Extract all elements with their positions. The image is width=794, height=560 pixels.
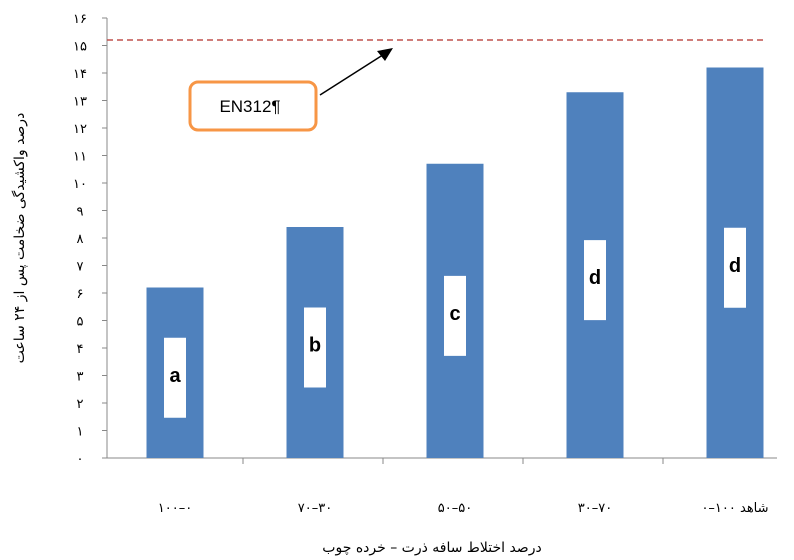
y-tick-label: ۱۳ bbox=[73, 95, 87, 110]
group-letter-label: b bbox=[309, 335, 321, 357]
x-ticks: ۱۰۰–۰ ۷۰–۳۰ ۵۰–۵۰ ۳۰–۷۰ شاهد ۱۰۰–۰ bbox=[158, 458, 769, 516]
y-tick-label: ۱۵ bbox=[73, 40, 87, 55]
reference-callout: EN312¶ bbox=[188, 48, 393, 132]
group-letter-label: d bbox=[729, 255, 741, 277]
y-tick-label: ۱ bbox=[77, 425, 84, 440]
callout-box bbox=[188, 80, 318, 132]
x-tick-label: ۱۰۰–۰ bbox=[158, 501, 192, 516]
group-letter-box bbox=[724, 227, 746, 308]
y-tick-label: ۴ bbox=[77, 342, 84, 357]
y-tick-label: ۱۲ bbox=[73, 122, 87, 137]
y-tick-label: ۵ bbox=[77, 315, 84, 330]
x-tick-label: ۵۰–۵۰ bbox=[438, 501, 472, 516]
y-tick-label: ۳ bbox=[77, 370, 84, 385]
x-tick-label: ۷۰–۳۰ bbox=[298, 501, 332, 516]
y-tick-label: ۲ bbox=[77, 397, 84, 412]
y-tick-label: ۱۰ bbox=[73, 177, 87, 192]
reference-label: EN312¶ bbox=[219, 97, 280, 116]
group-letter-box bbox=[304, 307, 326, 388]
x-axis-title: درصد اختلاط سافه ذرت – خرده چوب bbox=[322, 540, 541, 556]
callout-arrow bbox=[319, 52, 387, 96]
group-letter-box bbox=[164, 337, 186, 418]
group-letter-box bbox=[584, 240, 606, 321]
y-tick-label: ۹ bbox=[77, 205, 84, 220]
callout-arrowhead bbox=[377, 48, 393, 61]
y-axis-title: درصد واکشیدگی ضخامت پس از ۲۴ ساعت bbox=[11, 113, 28, 364]
bars: a b c d d bbox=[146, 67, 764, 458]
y-tick-label: ۰ bbox=[77, 452, 84, 467]
y-tick-label: ۱۴ bbox=[73, 67, 87, 82]
x-tick-label: شاهد ۱۰۰–۰ bbox=[701, 501, 768, 516]
group-letter-label: c bbox=[449, 303, 460, 325]
y-tick-label: ۸ bbox=[77, 232, 84, 247]
y-tick-label: ۶ bbox=[77, 287, 84, 302]
y-tick-label: ۷ bbox=[77, 260, 84, 275]
y-tick-label: ۱۶ bbox=[73, 12, 87, 27]
y-tick-label: ۱۱ bbox=[73, 150, 87, 165]
group-letter-label: a bbox=[169, 365, 181, 387]
group-letter-label: d bbox=[589, 267, 601, 289]
x-tick-label: ۳۰–۷۰ bbox=[578, 501, 612, 516]
group-letter-box bbox=[444, 275, 466, 356]
